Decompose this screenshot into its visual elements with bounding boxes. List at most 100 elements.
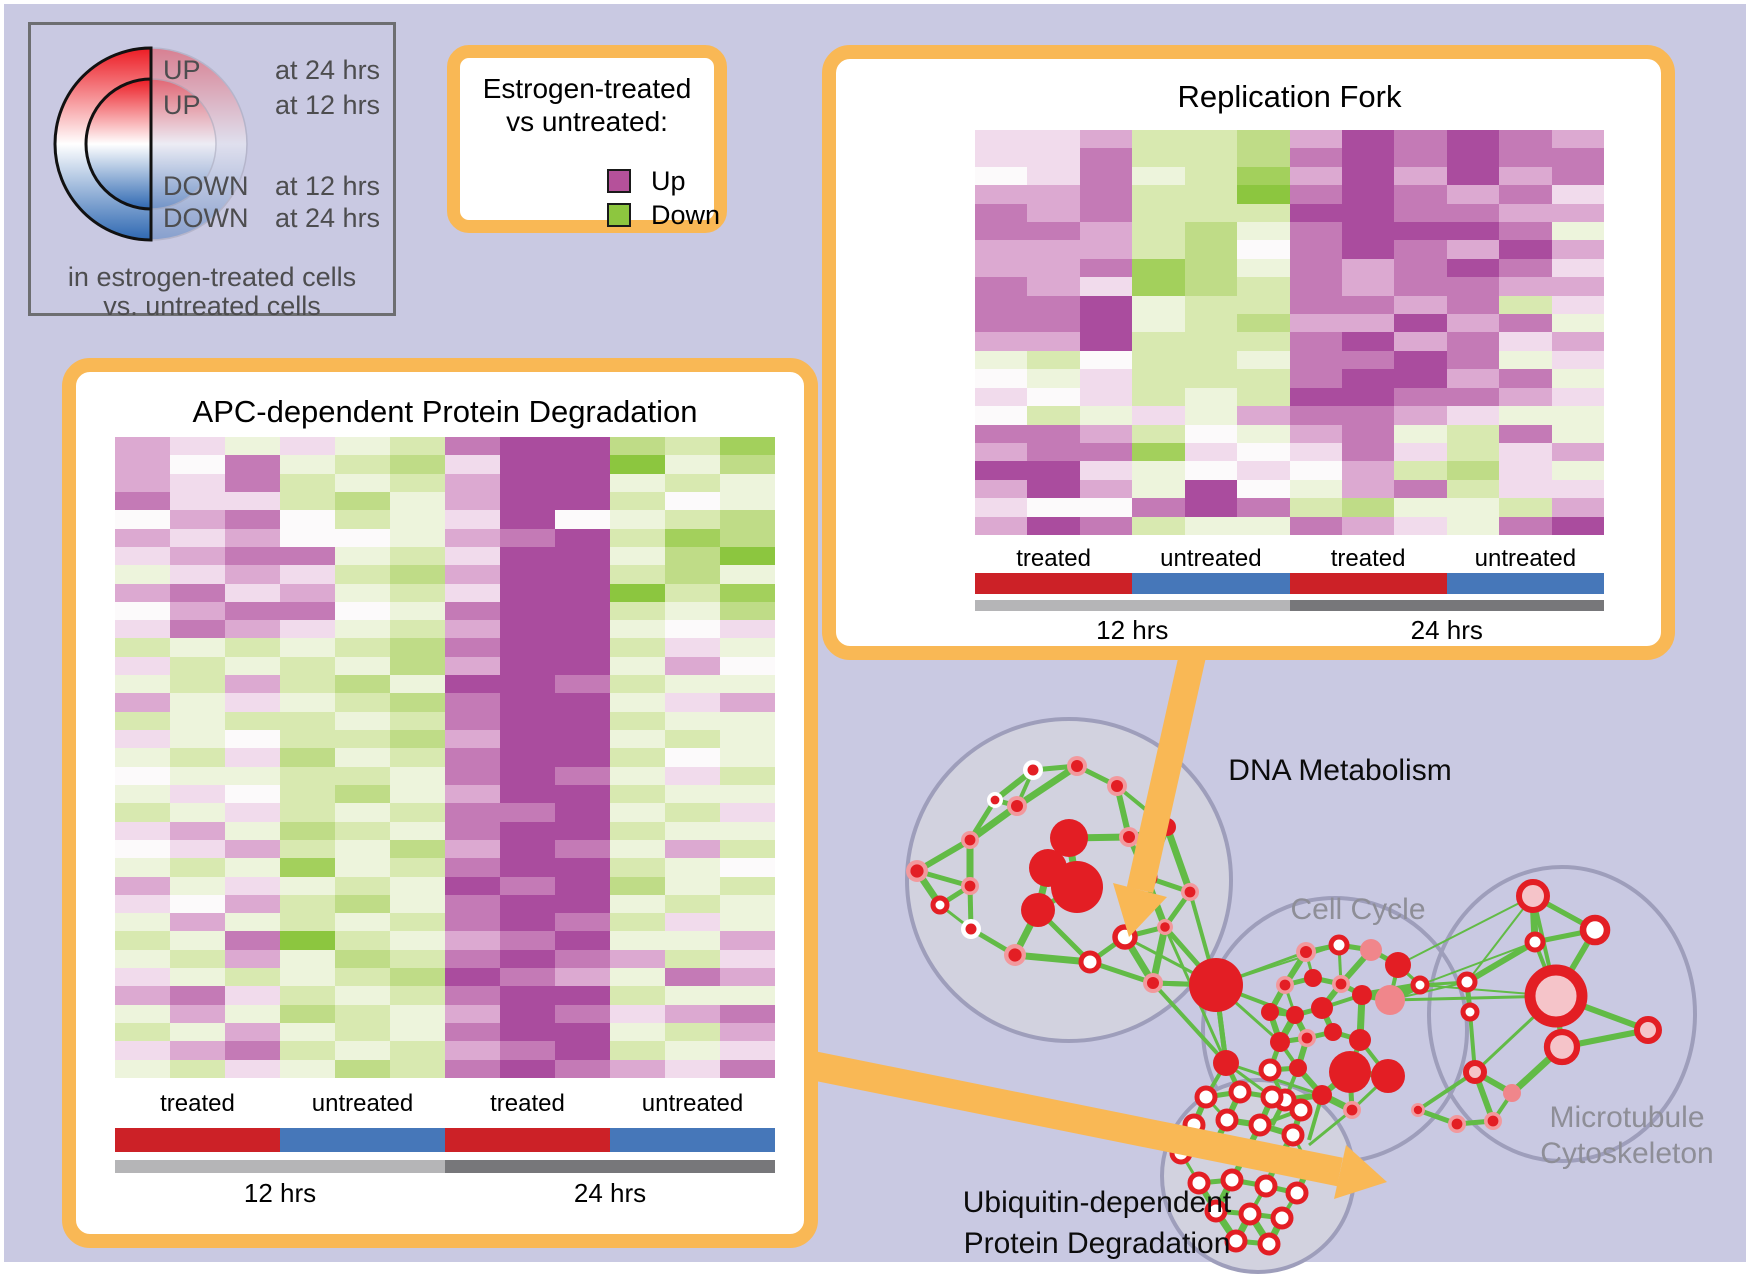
heatmap-cell — [665, 894, 720, 914]
heatmap-cell — [1027, 461, 1080, 480]
heatmap-cell — [1551, 442, 1604, 462]
network-node-microtubule-cytoskeleton — [1543, 1028, 1581, 1066]
heatmap-cell — [1394, 295, 1447, 315]
time-label: 12 hrs — [1096, 615, 1169, 645]
heatmap-cell — [1132, 240, 1185, 259]
heatmap-cell — [1341, 369, 1395, 388]
heatmap-cell — [720, 784, 775, 804]
heatmap-cell — [445, 968, 500, 987]
network-edge — [1163, 825, 1194, 894]
network-node-cell-cycle — [1270, 1032, 1290, 1052]
heatmap-cell — [170, 638, 225, 657]
heatmap-cell — [225, 876, 280, 895]
network-node-ubiquitin-protein-degradation — [1228, 1080, 1252, 1104]
network-node-cell-cycle — [1312, 1085, 1332, 1105]
heatmap-cell — [665, 858, 720, 877]
heatmap-cell — [610, 949, 665, 969]
heatmap-cell — [335, 894, 390, 914]
heatmap-cell — [975, 424, 1028, 443]
heatmap-cell — [1184, 442, 1238, 462]
heatmap-cell — [975, 479, 1028, 499]
heatmap-cell — [610, 821, 665, 840]
heatmap-cell — [975, 258, 1028, 278]
network-node-cell-cycle — [1349, 1029, 1371, 1051]
heatmap-cell — [1027, 240, 1080, 259]
heatmap-cell — [115, 949, 170, 969]
heatmap-cell — [115, 858, 170, 877]
heatmap-cell — [665, 510, 720, 529]
heatmap-cell — [665, 1023, 720, 1042]
heatmap-cell — [115, 1059, 170, 1078]
heatmap-cell — [665, 656, 720, 676]
network-node-dna-metabolism — [910, 864, 924, 878]
untreated-bar — [610, 1128, 775, 1152]
network-node-cell-cycle — [1258, 1058, 1282, 1082]
heatmap-cell — [445, 601, 500, 621]
heatmap-cell — [390, 656, 445, 676]
heatmap-cell — [1341, 424, 1395, 443]
heatmap-cell — [390, 913, 445, 932]
heatmap-cell — [555, 876, 610, 895]
heatmap-cell — [500, 858, 555, 877]
heatmap-cell — [665, 748, 720, 767]
heatmap-cell — [610, 784, 665, 804]
network-node-ubiquitin-protein-degradation — [1254, 1174, 1278, 1198]
heatmap-cell — [1079, 295, 1133, 315]
heatmap-cell — [555, 693, 610, 712]
heatmap-cell — [280, 601, 335, 621]
heatmap-cell — [390, 437, 445, 456]
heatmap-cell — [280, 730, 335, 749]
heatmap-cell — [170, 1004, 225, 1024]
heatmap-cell — [610, 693, 665, 712]
heatmap-cell — [335, 528, 390, 547]
heatmap-cell — [500, 931, 555, 950]
network-node-microtubule-cytoskeleton — [1460, 1002, 1480, 1022]
heatmap-cell — [720, 510, 775, 529]
heatmap-cell — [335, 986, 390, 1005]
heatmap-cell — [1079, 277, 1133, 296]
network-node-microtubule-cytoskeleton — [1487, 1115, 1499, 1127]
heatmap-cell — [115, 931, 170, 950]
heatmap-cell — [1079, 498, 1133, 517]
network-node-cell-cycle — [1304, 969, 1322, 987]
heatmap-cell — [610, 473, 665, 492]
network-node-ubiquitin-protein-degradation — [1248, 1113, 1272, 1137]
heatmap-cell — [500, 583, 555, 602]
legend-item-label: Down — [651, 200, 721, 230]
heatmap-cell — [280, 821, 335, 840]
heatmap-cell — [390, 931, 445, 950]
heatmap-cell — [500, 565, 555, 584]
heatmap-cell — [280, 858, 335, 877]
heatmap-cell — [555, 528, 610, 547]
heatmap-cell — [555, 949, 610, 969]
condition-label: untreated — [1160, 545, 1262, 572]
heatmap-cell — [390, 876, 445, 895]
label-ubiquitin-degradation: Ubiquitin-dependent Protein Degradation — [937, 1182, 1257, 1264]
heatmap-cell — [1237, 424, 1290, 443]
heatmap-cell — [975, 222, 1028, 241]
heatmap-cell — [1237, 295, 1290, 315]
heatmap-cell — [445, 711, 500, 731]
heatmap-cell — [665, 821, 720, 840]
heatmap-cell — [115, 528, 170, 547]
heatmap-cell — [170, 510, 225, 529]
heatmap-cell — [1027, 350, 1080, 370]
heatmap-cell — [1394, 350, 1447, 370]
heatmap-cell — [1394, 369, 1447, 388]
heatmap-cell — [390, 638, 445, 657]
heatmap-cell — [1079, 424, 1133, 443]
heatmap-cell — [335, 913, 390, 932]
heatmap-cell — [610, 437, 665, 456]
heatmap-cell — [1184, 461, 1238, 480]
heatmap-cell — [720, 986, 775, 1005]
heatmap-cell — [610, 528, 665, 547]
estrogen-legend-title-line2: vs untreated: — [506, 106, 668, 137]
heatmap-cell — [1446, 222, 1500, 241]
updown-word: DOWN — [163, 171, 249, 201]
heatmap-cell — [1499, 332, 1552, 351]
heatmap-cell — [225, 839, 280, 859]
updown-word: UP — [163, 90, 201, 120]
network-node-dna-metabolism — [1147, 977, 1159, 989]
heatmap-cell — [1237, 498, 1290, 517]
